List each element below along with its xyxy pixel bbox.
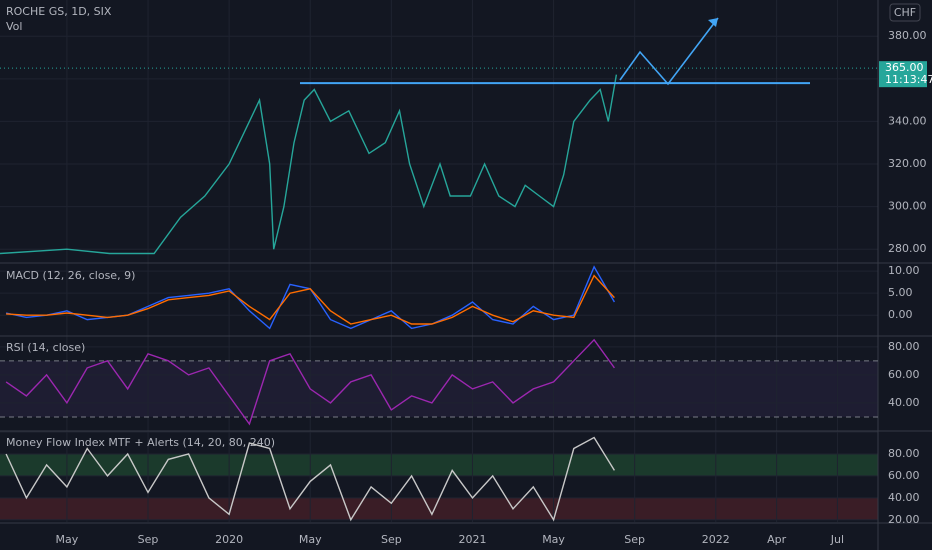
y-tick-label: 80.00 (888, 447, 920, 460)
panel-title: MACD (12, 26, close, 9) (6, 269, 135, 282)
y-tick-label: 40.00 (888, 491, 920, 504)
series-line (5, 436, 615, 522)
y-tick-label: 320.00 (888, 157, 927, 170)
zone (0, 453, 878, 476)
y-tick-label: 10.00 (888, 264, 920, 277)
y-tick-label: 80.00 (888, 340, 920, 353)
volume-label: Vol (6, 20, 22, 33)
series-line (0, 74, 618, 255)
x-tick-label: May (56, 533, 79, 546)
panel-title: RSI (14, close) (6, 341, 85, 354)
arrow-head (708, 18, 718, 27)
y-tick-label: 40.00 (888, 396, 920, 409)
x-tick-label: Apr (767, 533, 787, 546)
x-tick-label: Sep (138, 533, 159, 546)
price-tag (879, 61, 927, 88)
y-tick-label: 300.00 (888, 200, 927, 213)
x-tick-label: May (542, 533, 565, 546)
y-tick-label: 60.00 (888, 368, 920, 381)
x-tick-label: Sep (381, 533, 402, 546)
y-tick-label: 280.00 (888, 242, 927, 255)
y-tick-label: 60.00 (888, 469, 920, 482)
countdown: 11:13:47 (885, 73, 932, 86)
series-line (6, 274, 615, 325)
x-tick-label: 2022 (702, 533, 730, 546)
y-tick-label: 5.00 (888, 286, 913, 299)
x-tick-label: 2021 (458, 533, 486, 546)
x-tick-label: Sep (624, 533, 645, 546)
background-layer (0, 0, 878, 522)
currency-box[interactable] (889, 3, 921, 22)
y-tick-label: 340.00 (888, 114, 927, 127)
y-tick-label: 380.00 (888, 29, 927, 42)
x-tick-label: 2020 (215, 533, 243, 546)
y-tick-label: 20.00 (888, 513, 920, 526)
zone (0, 497, 878, 520)
y-tick-label: 0.00 (888, 308, 913, 321)
x-tick-label: Jul (830, 533, 844, 546)
price-tag-label: 365.00 (885, 61, 924, 74)
panel-title: Money Flow Index MTF + Alerts (14, 20, 8… (6, 436, 275, 449)
chart-title: ROCHE GS, 1D, SIX (6, 5, 112, 18)
x-tick-label: May (299, 533, 322, 546)
rsi-band (0, 360, 878, 417)
series-line (5, 338, 615, 426)
drawn-arrow (619, 17, 719, 86)
currency[interactable]: CHF (894, 6, 916, 19)
